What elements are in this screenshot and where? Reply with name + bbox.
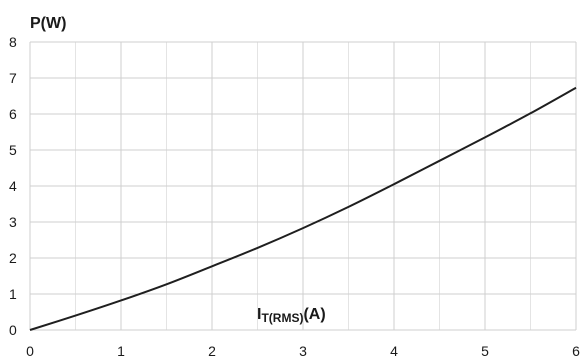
x-axis-label-sub: T(RMS): [261, 311, 303, 325]
y-tick-label: 4: [9, 178, 17, 194]
x-axis-label-main: I: [257, 306, 261, 323]
y-axis-label: P(W): [30, 15, 66, 32]
y-axis-ticks: 0 1 2 3 4 5 6 7 8: [9, 34, 17, 338]
x-tick-label: 2: [208, 343, 216, 358]
y-tick-label: 2: [9, 250, 17, 266]
y-tick-label: 6: [9, 106, 17, 122]
x-tick-label: 5: [481, 343, 489, 358]
x-tick-label: 3: [299, 343, 307, 358]
x-axis-ticks: 0 1 2 3 4 5 6: [26, 343, 580, 358]
y-tick-label: 1: [9, 286, 17, 302]
x-axis-label-unit: (A): [303, 306, 325, 323]
y-tick-label: 7: [9, 70, 17, 86]
x-tick-label: 0: [26, 343, 34, 358]
y-tick-label: 8: [9, 34, 17, 50]
y-tick-label: 0: [9, 322, 17, 338]
grid: [29, 41, 577, 331]
series-line: [29, 86, 577, 331]
x-tick-label: 4: [390, 343, 398, 358]
x-axis-label: IT(RMS)(A): [257, 306, 326, 325]
y-tick-label: 5: [9, 142, 17, 158]
x-tick-label: 1: [117, 343, 125, 358]
x-tick-label: 6: [572, 343, 580, 358]
y-tick-label: 3: [9, 214, 17, 230]
